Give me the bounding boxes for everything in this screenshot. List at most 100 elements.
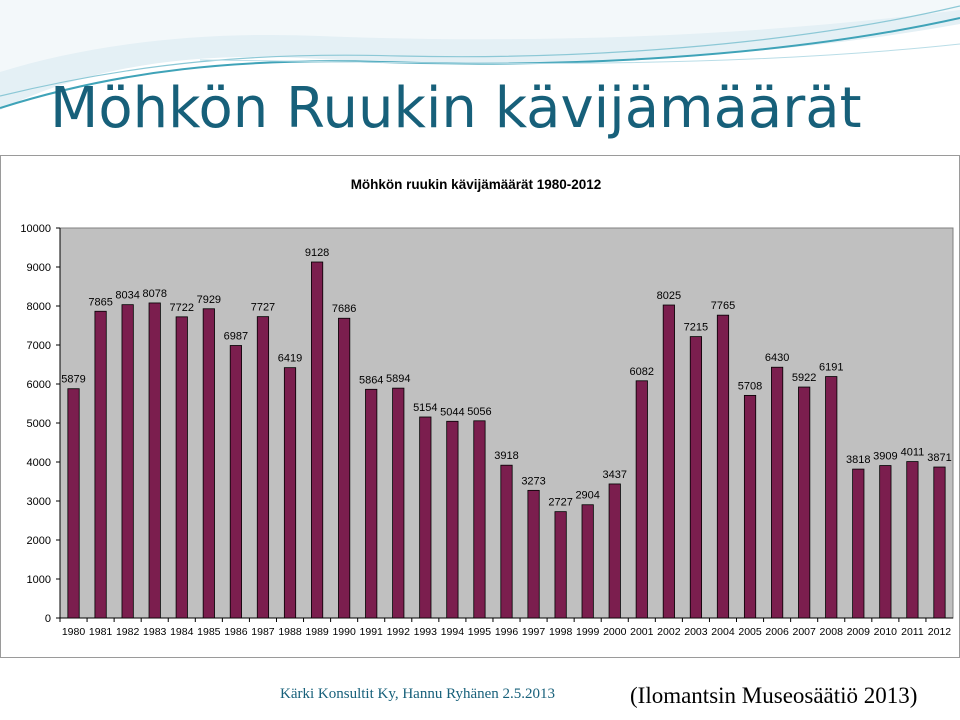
data-label-1998: 2727 [548,497,572,509]
bar-1989 [310,261,324,619]
data-label-1983: 8078 [142,288,166,300]
x-tick-label: 2006 [765,626,789,638]
bar-1982 [121,304,134,619]
bar-1986 [229,345,242,619]
data-label-2005: 5708 [738,380,762,392]
x-tick-label: 1983 [143,626,167,638]
x-tick-label: 2010 [874,626,898,638]
bar-1996 [500,464,513,619]
y-tick-label: 0 [45,613,51,625]
bars-group [67,261,946,619]
data-label-1985: 7929 [197,294,221,306]
x-tick-label: 2011 [901,626,924,638]
bar-2011 [906,461,919,619]
y-tick-label: 3000 [27,496,51,508]
x-tick-label: 2004 [711,626,735,638]
data-label-1999: 2904 [575,490,599,502]
bar-1997 [527,489,540,619]
x-tick-label: 1992 [387,626,411,638]
data-label-1982: 8034 [115,290,139,302]
bar-2001 [635,380,648,619]
bar-1985 [202,308,215,619]
data-label-1986: 6987 [224,331,248,343]
y-tick-label: 1000 [27,574,51,586]
x-tick-label: 1994 [441,626,465,638]
bar-chart: Möhkön ruukin kävijämäärät 1980-2012 0 10… [20,177,954,638]
bar-1992 [392,387,405,619]
bar-1980 [67,388,80,619]
data-label-1990: 7686 [332,303,356,315]
x-tick-label: 2012 [928,626,952,638]
chart-title: Möhkön ruukin kävijämäärät 1980-2012 [351,177,602,192]
x-tick-label: 1998 [549,626,573,638]
footer-credit: Kärki Konsultit Ky, Hannu Ryhänen 2.5.20… [280,686,556,702]
bar-2005 [743,394,757,619]
bar-2003 [689,336,703,619]
data-label-2001: 6082 [630,366,654,378]
data-label-1981: 7865 [88,296,112,308]
footer-source: (Ilomantsin Museosäätiö 2013) [630,683,918,708]
bar-1993 [419,416,432,619]
y-tick-label: 5000 [27,418,51,430]
x-tick-label: 1981 [89,626,113,638]
x-tick-label: 1990 [332,626,356,638]
data-label-1995: 5056 [467,406,491,418]
x-tick-label: 2008 [820,626,844,638]
data-label-1980: 5879 [61,374,85,386]
bar-2006 [771,366,784,619]
bar-2010 [879,465,892,619]
y-tick-label: 6000 [27,379,51,391]
bar-2004 [716,314,730,619]
y-tick-label: 9000 [27,262,51,274]
x-tick-label: 2001 [630,626,654,638]
bar-1990 [338,317,351,619]
x-tick-label: 1980 [62,626,86,638]
x-tick-label: 1986 [224,626,248,638]
data-label-2012: 3871 [927,452,951,464]
data-label-1994: 5044 [440,406,464,418]
y-tick-label: 8000 [27,301,51,313]
x-tick-label: 1988 [278,626,302,638]
data-label-2009: 3818 [846,454,870,466]
bar-1983 [148,302,161,619]
y-tick-label: 2000 [27,535,51,547]
x-tick-label: 1997 [522,626,546,638]
data-label-2007: 5922 [792,372,816,384]
bar-1995 [473,420,486,619]
x-tick-label: 1982 [116,626,140,638]
data-label-1989: 9128 [305,247,329,259]
y-tick-label: 10000 [20,223,51,235]
data-label-2010: 3909 [873,451,897,463]
data-label-2000: 3437 [603,469,627,481]
y-axis: 0 1000 2000 3000 4000 5000 6000 7000 8000 9000 100… [20,223,61,625]
bar-1987 [256,316,270,619]
data-label-1996: 3918 [494,450,518,462]
data-label-2004: 7765 [711,300,735,312]
data-label-1992: 5894 [386,373,410,385]
x-tick-label: 2005 [738,626,762,638]
x-tick-label: 1999 [576,626,600,638]
x-tick-label: 2009 [847,626,871,638]
bar-1988 [283,367,297,619]
chart-frame: Möhkön ruukin kävijämäärät 1980-2012 0 10… [0,155,960,658]
data-label-1988: 6419 [278,353,302,365]
data-label-1984: 7722 [170,302,194,314]
x-tick-label: 2003 [684,626,708,638]
x-tick-label: 1987 [251,626,275,638]
data-label-2006: 6430 [765,352,789,364]
x-axis: 1980 1981 1982 1983 1984 1985 1986 1987 1988 1989… [59,617,953,638]
bar-1981 [94,310,107,619]
bar-1999 [581,504,594,619]
y-tick-label: 7000 [27,340,51,352]
x-tick-label: 1991 [360,626,384,638]
data-label-1987: 7727 [251,302,275,314]
bar-2007 [798,386,811,619]
y-tick-label: 4000 [27,457,51,469]
data-label-2003: 7215 [684,322,708,334]
x-tick-label: 1984 [170,626,194,638]
x-tick-label: 1995 [468,626,492,638]
bar-2009 [852,468,865,619]
data-label-2002: 8025 [657,290,681,302]
bar-2008 [825,376,838,619]
